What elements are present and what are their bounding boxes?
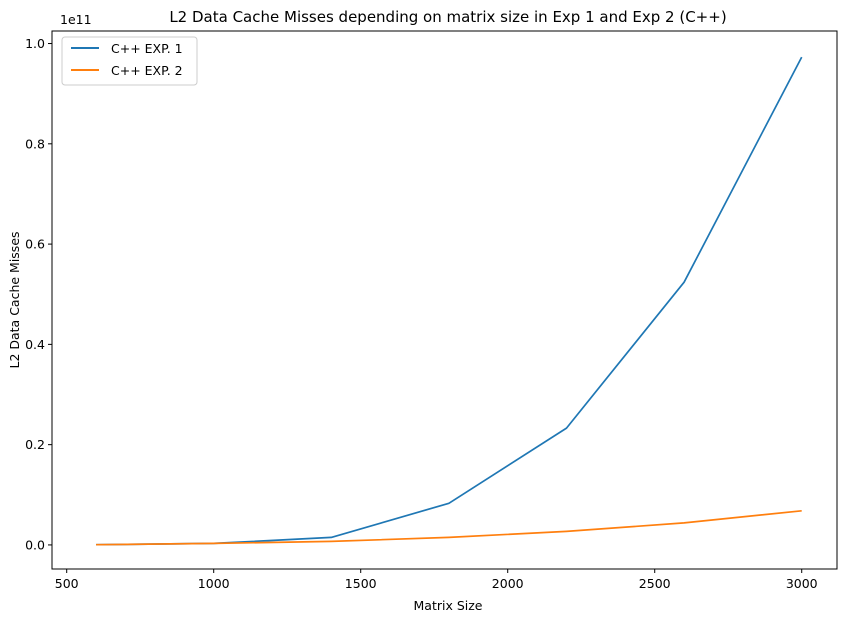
x-tick-label: 1500 [345, 576, 377, 591]
series-line-exp2 [96, 509, 802, 546]
legend-label-exp2: C++ EXP. 2 [111, 63, 183, 78]
x-tick-label: 2000 [492, 576, 524, 591]
legend-label-exp1: C++ EXP. 1 [111, 41, 183, 56]
y-offset-text: 1e11 [60, 12, 92, 27]
y-axis-label: L2 Data Cache Misses [7, 231, 22, 368]
x-axis-label: Matrix Size [414, 598, 483, 613]
y-tick-label: 0.0 [25, 537, 45, 552]
y-tick-label: 0.8 [25, 136, 45, 151]
series-line-exp1 [96, 56, 803, 546]
plot-frame [51, 30, 838, 570]
x-tick-label: 500 [55, 576, 79, 591]
x-tick-label: 2500 [639, 576, 671, 591]
y-tick-label: 0.4 [25, 337, 45, 352]
x-tick-label: 3000 [786, 576, 818, 591]
chart-title: L2 Data Cache Misses depending on matrix… [169, 8, 726, 26]
y-tick-label: 1.0 [25, 36, 45, 51]
legend: C++ EXP. 1 C++ EXP. 2 [61, 36, 198, 86]
x-tick-label: 1000 [198, 576, 230, 591]
y-tick-label: 0.6 [25, 237, 45, 252]
y-tick-label: 0.2 [25, 437, 45, 452]
